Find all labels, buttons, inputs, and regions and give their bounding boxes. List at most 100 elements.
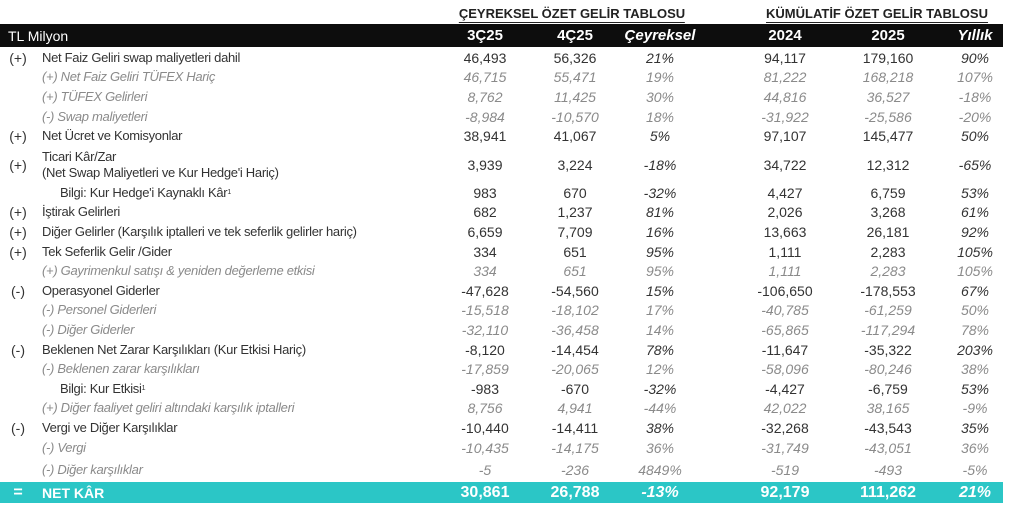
value-2024: 44,816 — [763, 88, 807, 105]
table-row: (-) Beklenen zarar karşılıkları -17,859 -2… — [0, 359, 1003, 379]
value-3q25: 8,762 — [467, 88, 503, 105]
row-label: (-) Personel Giderleri — [42, 301, 156, 321]
value-2025: 38,165 — [866, 400, 910, 417]
value-2024: 81,222 — [763, 69, 807, 86]
table-row: Bilgi: Kur Hedge'i Kaynaklı Kâr 1 983 670 -3… — [0, 183, 1003, 203]
value-2024: -58,096 — [761, 361, 809, 378]
value-annual-change: -5% — [962, 461, 988, 478]
value-4q25: 56,326 — [553, 49, 597, 66]
value-2024: 1,111 — [768, 263, 802, 280]
row-sign: (+) — [9, 156, 27, 173]
value-4q25: -14,411 — [551, 419, 599, 436]
row-sign — [6, 399, 30, 419]
row-label: (-) Beklenen zarar karşılıkları — [42, 359, 200, 379]
table-row: (+) Diğer faaliyet geliri altındaki karş… — [0, 399, 1003, 419]
value-2025: 3,268 — [870, 204, 906, 221]
value-2024: 34,722 — [763, 156, 807, 173]
value-3q25: 46,493 — [463, 49, 507, 66]
value-3q25: -5 — [478, 461, 492, 478]
value-3q25: -17,859 — [461, 361, 509, 378]
value-annual-change: -65% — [958, 156, 992, 173]
table-row: (+) Gayrimenkul satışı & yeniden değerle… — [0, 261, 1003, 281]
row-label: Diğer Gelirler (Karşılık iptalleri ve te… — [42, 222, 357, 242]
net-profit-row: = NET KÂR 30,861 26,788 -13% 92,179 111,262 21% — [0, 482, 1003, 503]
row-sign — [6, 68, 30, 88]
value-2025: 2,283 — [870, 263, 906, 280]
col-header-3q25: 3Ç25 — [467, 27, 503, 44]
value-quarterly-change: -18% — [643, 156, 677, 173]
value-2024: -31,922 — [761, 108, 809, 125]
row-label: (-) Swap maliyetleri — [42, 107, 148, 127]
value-quarterly-change: 21% — [645, 49, 675, 66]
value-2024: -32,268 — [761, 419, 809, 436]
row-label-text: (-) Vergi — [42, 439, 86, 455]
footnote-marker: 1 — [227, 188, 231, 196]
row-sign: (-) — [11, 341, 25, 358]
col-header-annual-change: Yıllık — [957, 27, 993, 44]
value-quarterly-change: 18% — [645, 108, 675, 125]
value-2024: -11,647 — [761, 341, 809, 358]
row-label-text-line2: (Net Swap Maliyetleri ve Kur Hedge'i Har… — [42, 164, 279, 180]
table-row: (+) Net Faiz Geliri swap maliyetleri dahi… — [0, 48, 1003, 68]
table-row: (-) Vergi -10,435 -14,175 36% -31,749 -43,051… — [0, 438, 1003, 458]
row-label-text: Bilgi: Kur Etkisi — [60, 380, 142, 396]
row-sign: (+) — [9, 243, 27, 260]
col-header-quarterly-change: Çeyreksel — [624, 27, 696, 44]
table-row: (+) Net Faiz Geliri TÜFEX Hariç 46,715 55,… — [0, 68, 1003, 88]
value-4q25: 651 — [563, 263, 587, 280]
value-2025: -178,553 — [860, 282, 916, 299]
row-sign — [6, 379, 30, 399]
row-sign: (+) — [9, 204, 27, 221]
value-annual-change: 92% — [960, 223, 990, 240]
value-2024: 13,663 — [763, 223, 807, 240]
value-quarterly-change: 78% — [645, 341, 675, 358]
row-sign — [6, 457, 30, 482]
table-header: TL Milyon 3Ç25 4Ç25 Çeyreksel 2024 2025 … — [0, 24, 1003, 47]
row-sign: (-) — [11, 282, 25, 299]
row-label: (-) Vergi — [42, 438, 86, 458]
value-3q25: 30,861 — [460, 483, 510, 501]
row-label-text: Net Faiz Geliri swap maliyetleri dahil — [42, 49, 241, 65]
value-annual-change: 21% — [958, 483, 992, 501]
table-row: (+) Ticari Kâr/Zar (Net Swap Maliyetleri v… — [0, 146, 1003, 183]
value-2025: 6,759 — [870, 184, 906, 201]
value-annual-change: -18% — [958, 88, 992, 105]
row-label: Ticari Kâr/Zar (Net Swap Maliyetleri ve K… — [42, 146, 279, 183]
row-label: (+) Gayrimenkul satışı & yeniden değerle… — [42, 261, 315, 281]
row-label: Operasyonel Giderler — [42, 281, 160, 301]
value-4q25: 11,425 — [554, 88, 596, 105]
value-4q25: -10,570 — [551, 108, 599, 125]
row-label: Bilgi: Kur Etkisi 1 — [42, 379, 145, 399]
value-quarterly-change: -44% — [643, 400, 677, 417]
table-row: (-) Beklenen Net Zarar Karşılıkları (Kur … — [0, 340, 1003, 360]
row-sign — [6, 261, 30, 281]
table-row: (+) TÜFEX Gelirleri 8,762 11,425 30% 44,816 3… — [0, 87, 1003, 107]
row-sign: (+) — [9, 128, 27, 145]
value-4q25: -18,102 — [551, 302, 599, 319]
value-quarterly-change: 36% — [645, 439, 675, 456]
row-label-text: (+) Gayrimenkul satışı & yeniden değerle… — [42, 263, 315, 279]
row-label-text: Vergi ve Diğer Karşılıklar — [42, 419, 178, 435]
value-quarterly-change: -32% — [643, 184, 677, 201]
col-header-4q25: 4Ç25 — [557, 27, 593, 44]
row-label-text: (-) Personel Giderleri — [42, 302, 157, 318]
table-row: (-) Diğer Giderler -32,110 -36,458 14% -65,8… — [0, 320, 1003, 340]
value-2025: 145,477 — [862, 128, 914, 145]
row-label: İştirak Gelirleri — [42, 203, 120, 223]
value-2025: -117,294 — [860, 321, 916, 338]
value-quarterly-change: 38% — [645, 419, 675, 436]
value-3q25: 46,715 — [463, 69, 507, 86]
value-2024: 1,111 — [768, 243, 802, 260]
row-label: Beklenen Net Zarar Karşılıkları (Kur Etk… — [42, 340, 306, 360]
row-label-text: NET KÂR — [42, 484, 105, 501]
row-label: Tek Seferlik Gelir /Gider — [42, 242, 172, 262]
value-4q25: 1,237 — [557, 204, 593, 221]
value-2025: -43,051 — [864, 439, 912, 456]
table-row: (+) Net Ücret ve Komisyonlar 38,941 41,067 5… — [0, 126, 1003, 146]
value-3q25: -8,984 — [465, 108, 505, 125]
row-label-text: Diğer Gelirler (Karşılık iptalleri ve te… — [42, 223, 357, 239]
row-label: Vergi ve Diğer Karşılıklar — [42, 418, 178, 438]
table-row: (+) Diğer Gelirler (Karşılık iptalleri ve… — [0, 222, 1003, 242]
value-2025: -43,543 — [864, 419, 912, 436]
value-quarterly-change: 4849% — [638, 461, 682, 478]
